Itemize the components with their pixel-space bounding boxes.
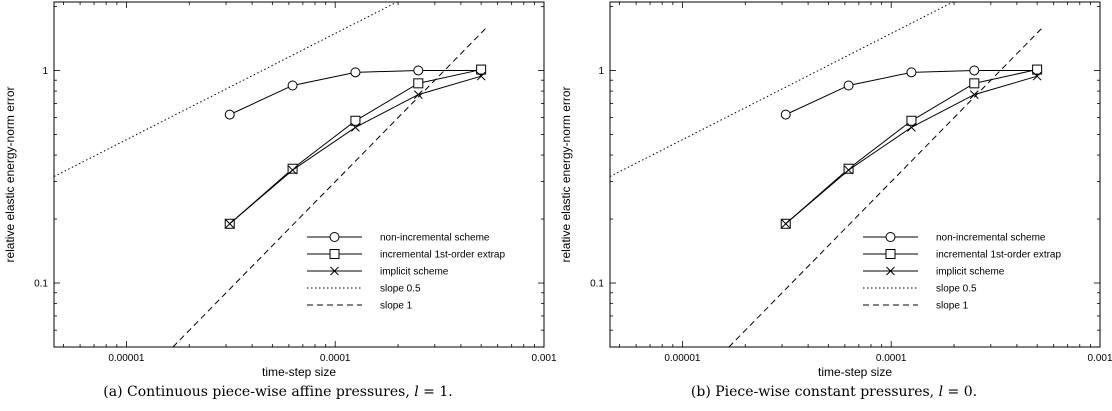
chart-1-legend-label-4: slope 1 (936, 301, 969, 312)
chart-0-minor-ticks (54, 2, 544, 347)
chart-0-legend-label-0: non-incremental scheme (380, 233, 490, 244)
caption-a: (a) Continuous piece-wise affine pressur… (0, 384, 556, 400)
chart-1-series-1-point (1032, 64, 1043, 75)
chart-1-y-tick-label: 1 (598, 66, 604, 77)
chart-a-svg: 0.00001 0.0001 0.001 0.1 1 time-step size rela… (3, 1, 556, 379)
chart-0-series-line-1 (229, 69, 482, 225)
chart-0-legend-label-2: implicit scheme (380, 267, 449, 278)
caption-b-suffix: = 0. (943, 384, 978, 400)
chart-1-series-0-point (780, 109, 791, 120)
chart-0-series-0-point (224, 109, 235, 120)
chart-1-series-line-1 (785, 69, 1038, 225)
chart-0-legend-marker-0 (329, 232, 340, 242)
caption-b-variable: l (938, 384, 944, 400)
chart-0-series-0-point (350, 67, 361, 78)
chart-1-legend-label-2: implicit scheme (936, 267, 1005, 278)
chart-b-svg: 0.00001 0.0001 0.001 0.1 1 time-step size rela… (559, 1, 1112, 379)
chart-1-series-0-point (843, 80, 854, 91)
chart-1-series-2-point (844, 165, 853, 175)
chart-panel-b: 0.00001 0.0001 0.001 0.1 1 time-step size rela… (556, 0, 1112, 411)
chart-0-plot-frame (53, 1, 545, 348)
chart-1-y-tick-label: 0.1 (590, 279, 604, 290)
chart-1-x-tick-label: 0.0001 (876, 353, 907, 364)
chart-0-series-2-point (476, 71, 486, 81)
chart-1-series-2-point (781, 219, 791, 229)
chart-0-legend-marker-1 (329, 249, 340, 259)
chart-0-series-2-point (225, 219, 235, 229)
chart-0-legend-label-1: incremental 1st-order extrap (380, 250, 505, 261)
chart-1-plot-frame (609, 1, 1101, 348)
chart-1-legend: non-incremental scheme incremental 1st-or… (863, 232, 1061, 312)
chart-1-legend-marker-0 (885, 232, 896, 242)
chart-0-legend-marker-2 (330, 266, 339, 276)
chart-0-series-1-point (350, 115, 361, 126)
chart-1-legend-marker-2 (886, 266, 895, 276)
chart-1-series-line-3 (610, 2, 955, 177)
chart-1-y-axis-title: relative elastic energy-norm error (559, 86, 573, 262)
chart-1-series-line-4 (728, 27, 1043, 347)
caption-b-prefix: (b) Piece-wise constant pressures, (690, 384, 939, 400)
chart-1-series-1-point (843, 163, 854, 174)
chart-1-x-tick-label: 0.00001 (664, 353, 701, 364)
chart-1-series-0-point (906, 67, 917, 78)
caption-a-suffix: = 1. (418, 384, 453, 400)
chart-0-plot-area (54, 2, 487, 347)
chart-0-legend-label-4: slope 1 (380, 301, 413, 312)
chart-0-series-line-4 (172, 27, 487, 347)
chart-panel-a: 0.00001 0.0001 0.001 0.1 1 time-step size rela… (0, 1, 556, 400)
chart-1-series-1-point (906, 115, 917, 126)
chart-1-legend-label-0: non-incremental scheme (936, 233, 1046, 244)
chart-1-series-2-point (969, 90, 979, 99)
chart-1-minor-ticks (610, 2, 1100, 347)
chart-1-x-axis-title: time-step size (818, 365, 892, 379)
chart-0-series-2-point (351, 123, 360, 132)
chart-0-y-tick-label: 1 (42, 66, 48, 77)
chart-1-series-0-point (969, 65, 980, 76)
chart-0-legend: non-incremental scheme incremental 1st-or… (307, 232, 505, 312)
chart-1-legend-label-3: slope 0.5 (936, 284, 977, 295)
chart-0-series-line-2 (229, 75, 482, 225)
chart-0-series-0-point (413, 65, 424, 76)
chart-1-legend-marker-1 (885, 249, 896, 259)
chart-0-y-tick-label: 0.1 (34, 279, 48, 290)
chart-0-x-axis-title: time-step size (262, 365, 336, 379)
chart-1-x-tick-label: 0.001 (1087, 353, 1112, 364)
chart-0-series-2-point (413, 90, 423, 99)
chart-1-series-1-point (969, 78, 980, 89)
chart-0-x-tick-label: 0.001 (531, 353, 556, 364)
chart-0-x-tick-label: 0.00001 (108, 353, 145, 364)
chart-0-series-0-point (287, 80, 298, 91)
chart-0-series-1-point (287, 163, 298, 174)
chart-1-series-line-2 (785, 75, 1038, 225)
chart-1-series-2-point (1032, 71, 1042, 81)
chart-1-plot-area (610, 2, 1043, 347)
chart-1-legend-label-1: incremental 1st-order extrap (936, 250, 1061, 261)
chart-0-y-axis-title: relative elastic energy-norm error (3, 86, 17, 262)
chart-0-legend-label-3: slope 0.5 (380, 284, 421, 295)
caption-a-prefix: (a) Continuous piece-wise affine pressur… (103, 384, 415, 400)
chart-0-x-tick-label: 0.0001 (320, 353, 351, 364)
chart-0-series-1-point (476, 64, 487, 75)
chart-0-series-line-3 (54, 2, 399, 177)
chart-0-series-1-point (413, 78, 424, 89)
caption-a-variable: l (414, 384, 419, 400)
chart-1-series-2-point (907, 123, 916, 132)
caption-b: (b) Piece-wise constant pressures, l = 0… (556, 384, 1112, 400)
chart-0-series-2-point (288, 165, 297, 175)
